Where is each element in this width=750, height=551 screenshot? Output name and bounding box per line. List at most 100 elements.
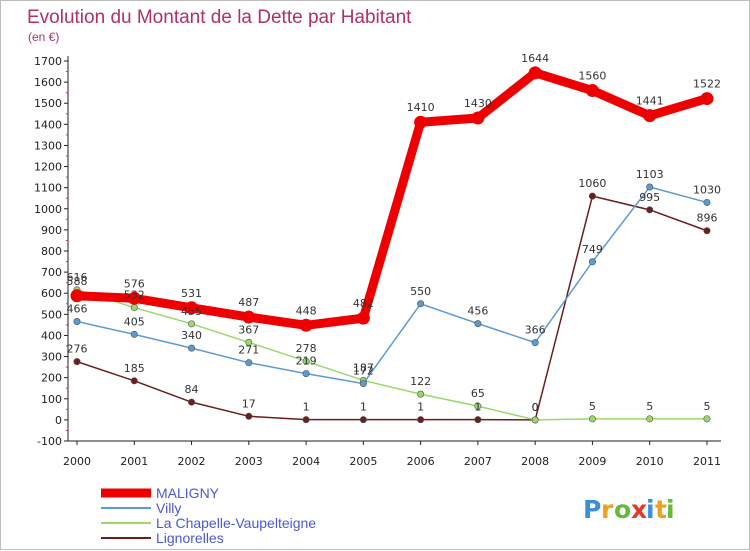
y-tick-label: 1700 <box>34 55 62 68</box>
y-tick-label: 800 <box>41 245 62 258</box>
data-point <box>528 66 542 80</box>
data-point <box>474 402 482 410</box>
data-point <box>471 111 485 125</box>
data-point <box>188 320 196 328</box>
data-label: 65 <box>471 387 485 400</box>
data-label: 185 <box>124 362 145 375</box>
data-point <box>646 415 654 423</box>
data-label: 278 <box>296 342 317 355</box>
data-label: 1410 <box>407 101 435 114</box>
data-label: 405 <box>124 315 145 328</box>
data-label: 588 <box>67 275 88 288</box>
data-label: 5 <box>703 400 710 413</box>
y-tick-label: 200 <box>41 372 62 385</box>
series-lignorelles <box>73 192 711 424</box>
data-label: 1 <box>303 401 310 414</box>
data-label: 366 <box>525 324 546 337</box>
data-label: 17 <box>242 397 256 410</box>
y-tick-label: 900 <box>41 224 62 237</box>
data-label: 84 <box>185 383 199 396</box>
x-tick-label: 2001 <box>120 455 148 468</box>
data-point <box>188 344 196 352</box>
data-point <box>531 339 539 347</box>
data-point <box>245 359 253 367</box>
data-label: 487 <box>238 296 259 309</box>
data-label: 482 <box>353 297 374 310</box>
series-line <box>72 68 712 330</box>
y-tick-label: 700 <box>41 266 62 279</box>
y-tick-label: -100 <box>37 435 62 448</box>
legend-label: Lignorelles <box>156 530 224 546</box>
x-tick-label: 2005 <box>349 455 377 468</box>
y-tick-label: 1400 <box>34 118 62 131</box>
data-point <box>245 412 253 420</box>
y-tick-label: 600 <box>41 287 62 300</box>
chart-title: Evolution du Montant de la Dette par Hab… <box>27 7 412 28</box>
data-label: 0 <box>532 401 539 414</box>
data-point <box>703 227 711 235</box>
data-point <box>417 416 425 424</box>
y-tick-label: 1300 <box>34 139 62 152</box>
data-label: 576 <box>124 277 145 290</box>
data-point <box>73 358 81 366</box>
y-tick-label: 1200 <box>34 161 62 174</box>
x-tick-label: 2002 <box>178 455 206 468</box>
legend-label: La Chapelle-Vaupelteigne <box>156 515 316 531</box>
data-point <box>359 416 367 424</box>
data-label: 448 <box>296 304 317 317</box>
chart-subtitle: (en €) <box>28 30 59 44</box>
data-point <box>127 291 141 305</box>
y-tick-label: 300 <box>41 351 62 364</box>
data-label: 1 <box>360 401 367 414</box>
logo-letter: x <box>631 495 647 524</box>
data-label: 5 <box>646 400 653 413</box>
data-point <box>245 338 253 346</box>
data-point <box>414 115 428 129</box>
data-label: 466 <box>67 303 88 316</box>
data-label: 1644 <box>521 52 549 65</box>
data-point <box>302 357 310 365</box>
data-point <box>703 198 711 206</box>
data-label: 122 <box>410 375 431 388</box>
series-line <box>76 186 708 385</box>
logo-letter: r <box>601 495 614 524</box>
x-tick-label: 2009 <box>578 455 606 468</box>
data-point <box>646 206 654 214</box>
data-point <box>646 183 654 191</box>
y-tick-label: 100 <box>41 393 62 406</box>
logo-letter: o <box>614 495 631 524</box>
data-label: 455 <box>181 305 202 318</box>
y-tick-label: 1500 <box>34 97 62 110</box>
data-label: 995 <box>639 191 660 204</box>
data-point <box>302 416 310 424</box>
data-label: 749 <box>582 243 603 256</box>
series-line <box>76 289 708 421</box>
data-label: 1 <box>474 401 481 414</box>
y-tick-label: 500 <box>41 308 62 321</box>
data-point <box>356 311 370 325</box>
y-tick-label: 1600 <box>34 76 62 89</box>
data-label: 550 <box>410 285 431 298</box>
data-point <box>359 380 367 388</box>
data-label: 456 <box>467 305 488 318</box>
data-point <box>588 258 596 266</box>
x-tick-label: 2006 <box>407 455 435 468</box>
data-point <box>531 416 539 424</box>
data-label: 896 <box>696 212 717 225</box>
data-label: 367 <box>238 323 259 336</box>
x-tick-label: 2000 <box>63 455 91 468</box>
data-point <box>299 318 313 332</box>
data-label: 187 <box>353 361 374 374</box>
data-label: 1 <box>417 401 424 414</box>
data-label: 172 <box>353 365 374 378</box>
y-tick-label: 0 <box>55 414 62 427</box>
data-point <box>242 310 256 324</box>
data-point <box>417 300 425 308</box>
data-point <box>700 92 714 106</box>
data-point <box>70 289 84 303</box>
series-villy <box>73 183 711 388</box>
data-point <box>585 84 599 98</box>
y-tick-label: 1100 <box>34 182 62 195</box>
logo-letter: t <box>655 495 667 524</box>
logo-letter: i <box>646 495 655 524</box>
